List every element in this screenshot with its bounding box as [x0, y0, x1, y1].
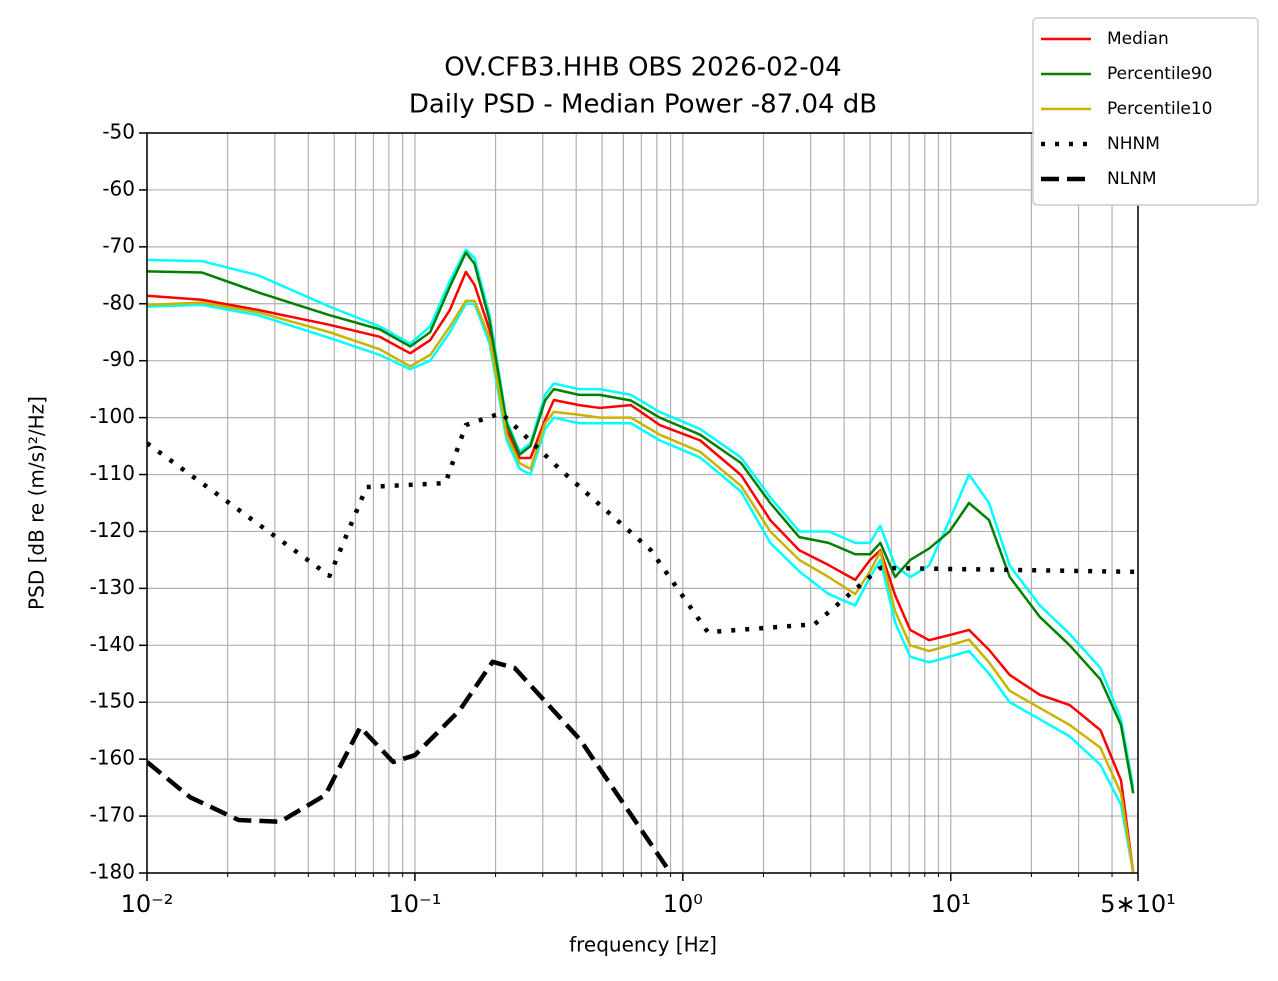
grid	[146, 132, 1139, 874]
y-tick-label: -110	[90, 461, 135, 485]
x-tick-label: 10⁰	[663, 890, 703, 918]
y-tick-label: -160	[90, 746, 135, 770]
legend-box	[1032, 17, 1259, 206]
y-tick-label: -180	[90, 860, 135, 884]
series-line	[147, 299, 1135, 873]
series-line	[147, 251, 1135, 794]
plot-frame	[146, 132, 1139, 874]
legend-label: Percentile90	[1107, 64, 1213, 84]
x-tick-label: 5∗10¹	[1100, 890, 1176, 918]
plot-lines	[147, 248, 1138, 873]
x-axis-label: frequency [Hz]	[569, 933, 717, 957]
axes: 10⁻² 10⁻¹ 10⁰ 10¹ 5∗10¹ -50 -60 -70 -80 -90 -100 -1…	[90, 120, 1176, 919]
y-tick-label: -150	[90, 689, 135, 713]
legend-label: Percentile10	[1107, 99, 1213, 119]
x-tick-label: 10⁻¹	[388, 890, 441, 918]
legend-label: NLNM	[1107, 169, 1157, 189]
y-axis-label: PSD [dB re (m/s)²/Hz]	[25, 396, 49, 610]
y-tick-label: -50	[102, 120, 135, 144]
y-tick-label: -130	[90, 575, 135, 599]
series-line	[147, 270, 1135, 873]
series-line	[147, 248, 1135, 788]
chart-subtitle: Daily PSD - Median Power -87.04 dB	[409, 90, 877, 120]
y-tick-label: -70	[102, 233, 135, 257]
chart-title: OV.CFB3.HHB OBS 2026-02-04	[444, 53, 841, 83]
legend: Median Percentile90 Percentile10 NHNM NLNM	[1032, 17, 1259, 206]
y-tick-label: -170	[90, 803, 135, 827]
legend-label: NHNM	[1107, 134, 1160, 154]
series-line	[147, 302, 1135, 873]
y-tick-label: -90	[102, 347, 135, 371]
y-tick-label: -120	[90, 518, 135, 542]
x-tick-label: 10¹	[931, 890, 971, 918]
series-line	[147, 659, 673, 873]
legend-label: Median	[1107, 29, 1169, 49]
y-tick-label: -100	[90, 404, 135, 428]
x-tick-label: 10⁻²	[121, 890, 174, 918]
y-tick-label: -60	[102, 176, 135, 200]
y-tick-label: -140	[90, 632, 135, 656]
y-tick-label: -80	[102, 290, 135, 314]
